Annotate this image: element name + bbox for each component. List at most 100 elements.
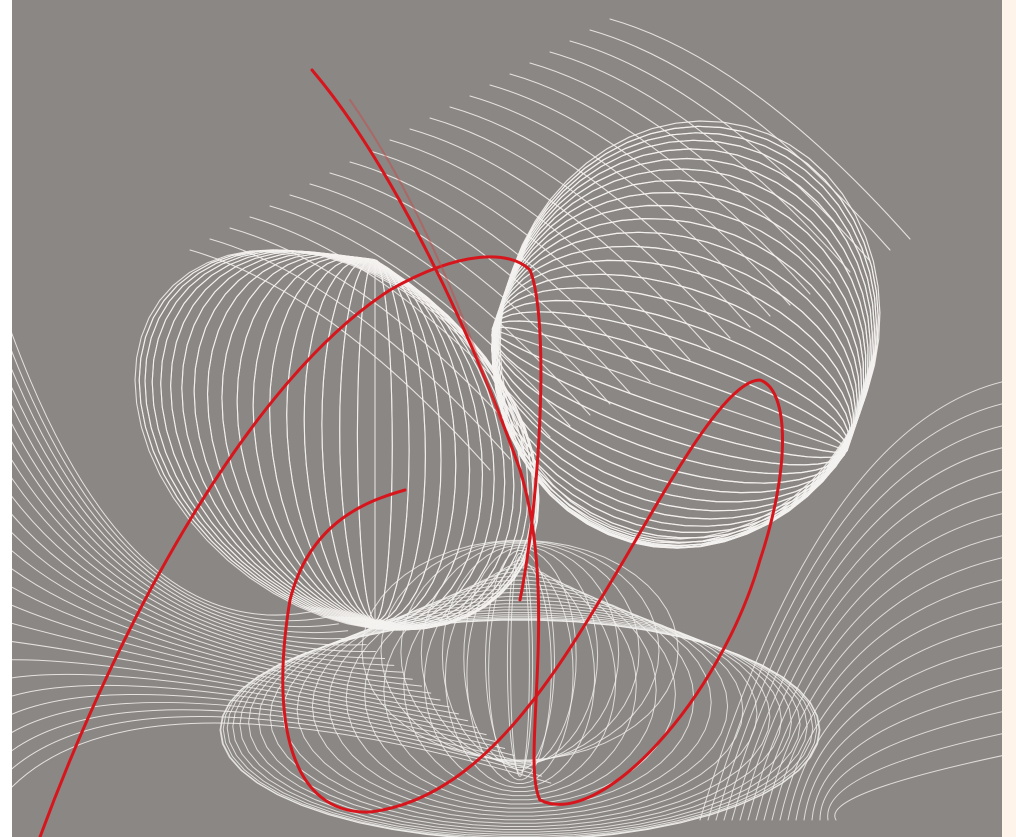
curve (12, 477, 395, 666)
curve (699, 381, 1002, 821)
left-margin (0, 0, 12, 837)
curve (400, 541, 640, 763)
curve (466, 563, 574, 784)
curve (12, 568, 441, 701)
curve (12, 641, 478, 729)
curve (236, 254, 495, 626)
curve (12, 404, 358, 640)
curve (12, 350, 330, 622)
curve (12, 716, 543, 777)
curve (356, 258, 393, 622)
curve (12, 459, 386, 659)
curve (569, 40, 871, 262)
curve (444, 567, 596, 788)
curve (181, 251, 529, 629)
curve (144, 249, 540, 631)
curve (707, 403, 1002, 821)
curve (12, 701, 524, 763)
curve (489, 84, 791, 306)
curve (321, 258, 426, 622)
curve (222, 618, 818, 837)
curve (403, 575, 637, 797)
curve (12, 622, 469, 722)
curve (763, 557, 1002, 821)
curve (715, 425, 1002, 821)
curve (226, 617, 814, 837)
curve (12, 586, 450, 708)
curve (429, 117, 731, 339)
curve (469, 95, 771, 317)
curve (349, 161, 651, 383)
curve (383, 579, 657, 801)
curve (12, 709, 533, 770)
curve (221, 254, 506, 626)
curve (329, 172, 631, 394)
curve (232, 616, 808, 837)
curve (529, 62, 831, 284)
curve (787, 623, 1002, 821)
curve (170, 250, 534, 630)
curve (12, 495, 404, 673)
curve (349, 99, 501, 421)
curve (189, 249, 491, 471)
curve (249, 216, 551, 438)
curve (827, 733, 1002, 821)
curve (252, 255, 484, 625)
curve (38, 255, 543, 837)
curve (12, 694, 515, 756)
curve (12, 332, 321, 616)
curve-group (12, 18, 1002, 837)
curve (834, 755, 1002, 821)
curve (369, 150, 671, 372)
curve (12, 684, 506, 749)
curve (12, 550, 432, 694)
curve (12, 659, 487, 736)
curve (389, 139, 691, 361)
curve (12, 441, 376, 653)
curve (309, 183, 611, 405)
curve (269, 205, 571, 427)
curve (755, 535, 1002, 821)
curve (12, 673, 496, 743)
curve (12, 722, 552, 788)
curve (409, 128, 711, 350)
curve (449, 106, 751, 328)
curve (771, 579, 1002, 821)
curve (803, 667, 1002, 821)
curve (269, 256, 471, 624)
curve (286, 257, 457, 623)
curve (239, 614, 801, 835)
curve (258, 609, 782, 830)
curve (303, 258, 442, 622)
curve (364, 583, 676, 805)
curve (811, 689, 1002, 821)
curve (339, 258, 410, 622)
curve (138, 249, 539, 631)
curve (747, 513, 1002, 821)
curve (193, 252, 523, 628)
curve (12, 532, 423, 687)
curve (229, 227, 531, 449)
curve (739, 491, 1002, 821)
curve (311, 596, 729, 817)
curve (795, 645, 1002, 821)
curve (441, 545, 599, 766)
curve (160, 250, 538, 630)
curve (463, 547, 577, 768)
curve (609, 18, 911, 240)
curve (12, 513, 413, 680)
curve (12, 604, 459, 715)
side-panel (1002, 0, 1016, 837)
curve (723, 447, 1002, 821)
curve (589, 29, 891, 251)
curve (281, 68, 784, 814)
curve (485, 550, 556, 771)
curve (506, 553, 534, 774)
curve (12, 368, 339, 628)
curve (296, 599, 744, 821)
curve (380, 540, 660, 762)
curve (819, 711, 1002, 821)
curve (206, 253, 515, 627)
